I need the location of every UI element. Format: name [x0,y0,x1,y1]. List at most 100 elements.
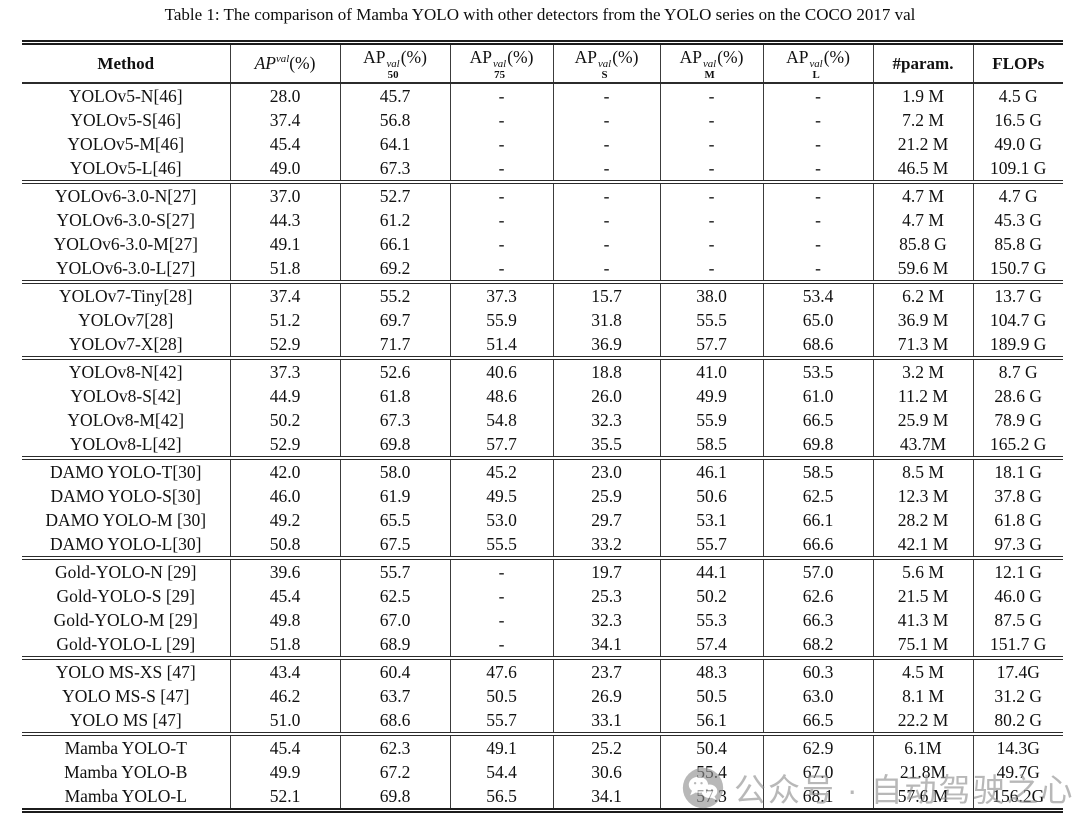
value-cell: 48.3 [659,656,763,684]
method-cell: Mamba YOLO-T [22,732,230,760]
table-row: YOLOv8-L[42] 52.9 69.8 57.7 35.5 58.5 69.8 43.7… [22,432,1063,458]
table-group-5: DAMO YOLO-T[30] 42.0 58.0 45.2 23.0 46.1 58.5 8… [22,456,1063,558]
value-cell: 52.6 [339,356,450,384]
header-ap: APval(%) [229,42,340,84]
value-cell: 46.2 [229,684,340,708]
value-cell: 69.8 [339,432,450,458]
value-cell: 67.2 [339,760,450,784]
method-cell: YOLOv5-L[46] [69,158,182,178]
value-cell: 39.6 [229,556,340,584]
value-cell: - [659,156,763,182]
value-cell: 25.2 [552,732,660,760]
value-cell: - [552,180,660,208]
value-cell: 67.3 [339,156,450,182]
method-cell: DAMO YOLO-M [30] [45,510,207,530]
value-cell: 53.4 [762,280,873,308]
value-cell: 49.2 [229,508,340,532]
value-cell: 4.7 M [872,208,973,232]
value-cell: 49.9 [659,384,763,408]
value-cell: 56.5 [449,784,553,811]
value-cell: 51.0 [229,708,340,734]
value-cell: 78.9 G [972,408,1063,432]
value-cell: 61.2 [339,208,450,232]
value-cell: 57.7 [449,432,553,458]
value-cell: 67.5 [339,532,450,558]
value-cell: 62.6 [762,584,873,608]
value-cell: 33.2 [552,532,660,558]
value-cell: 25.9 M [872,408,973,432]
table-group-8: Mamba YOLO-T 45.4 62.3 49.1 25.2 50.4 62.9 6.1M… [22,732,1063,811]
method-cell: YOLOv5-M[46] [67,134,185,154]
value-cell: 49.9 [229,760,340,784]
value-cell: 61.9 [339,484,450,508]
value-cell: 8.5 M [872,456,973,484]
table-row: YOLOv6-3.0-S[27] 44.3 61.2- - - -4.7 M 45.3 G [22,208,1063,232]
value-cell: - [449,232,553,256]
value-cell: 8.7 G [972,356,1063,384]
value-cell: 57.0 [762,556,873,584]
value-cell: - [659,132,763,156]
table-row: DAMO YOLO-M [30] 49.2 65.5 53.0 29.7 53.1 66.1… [22,508,1063,532]
value-cell: 6.1M [872,732,973,760]
value-cell: - [552,132,660,156]
value-cell: 6.2 M [872,280,973,308]
value-cell: 57.6 M [872,784,973,811]
value-cell: 55.2 [339,280,450,308]
value-cell: - [762,156,873,182]
value-cell: 44.9 [229,384,340,408]
table-row: YOLOv6-3.0-M[27] 49.1 66.1- - - -85.8 G 85.8 G [22,232,1063,256]
value-cell: 85.8 G [972,232,1063,256]
value-cell: 21.8M [872,760,973,784]
value-cell: - [659,180,763,208]
value-cell: 41.3 M [872,608,973,632]
table-row: Gold-YOLO-N [29] 39.6 55.7-19.7 44.1 57.0 5.6… [22,556,1063,584]
value-cell: 58.5 [762,456,873,484]
value-cell: - [449,584,553,608]
table-row: DAMO YOLO-L[30] 50.8 67.5 55.5 33.2 55.7 66.6 4… [22,532,1063,558]
value-cell: 50.2 [229,408,340,432]
value-cell: 11.2 M [872,384,973,408]
value-cell: 49.0 [229,156,340,182]
header-ap50: AP val 50 (%) [339,42,450,84]
value-cell: 55.5 [449,532,553,558]
value-cell: 49.8 [229,608,340,632]
value-cell: 62.9 [762,732,873,760]
value-cell: 54.8 [449,408,553,432]
value-cell: 68.1 [762,784,873,811]
header-apm: AP val M (%) [659,42,763,84]
value-cell: 45.7 [339,83,450,108]
value-cell: 61.0 [762,384,873,408]
table-row: YOLO MS [47] 51.0 68.6 55.7 33.1 56.1 66.5 22.2… [22,708,1063,734]
value-cell: 67.3 [339,408,450,432]
value-cell: - [449,108,553,132]
table-row: YOLOv5-L[46] 49.0 67.3- - - -46.5 M 109.1 G [22,156,1063,182]
value-cell: 37.3 [449,280,553,308]
value-cell: 51.2 [229,308,340,332]
value-cell: - [449,180,553,208]
value-cell: 58.0 [339,456,450,484]
value-cell: 46.1 [659,456,763,484]
value-cell: 4.7 M [872,180,973,208]
value-cell: 7.2 M [872,108,973,132]
value-cell: 48.6 [449,384,553,408]
value-cell: - [552,232,660,256]
value-cell: 36.9 [552,332,660,358]
table-row: DAMO YOLO-S[30] 46.0 61.9 49.5 25.9 50.6 62.5 1… [22,484,1063,508]
value-cell: 68.9 [339,632,450,658]
value-cell: 37.8 G [972,484,1063,508]
value-cell: 68.6 [339,708,450,734]
value-cell: 51.8 [229,632,340,658]
value-cell: 16.5 G [972,108,1063,132]
value-cell: - [762,256,873,282]
table-row: YOLOv5-M[46] 45.4 64.1- - - -21.2 M 49.0 G [22,132,1063,156]
value-cell: 56.1 [659,708,763,734]
table-row: Gold-YOLO-S [29] 45.4 62.5-25.3 50.2 62.6 21.… [22,584,1063,608]
value-cell: 55.7 [449,708,553,734]
value-cell: 37.3 [229,356,340,384]
value-cell: 33.1 [552,708,660,734]
value-cell: 150.7 G [972,256,1063,282]
table-row: YOLOv8-M[42] 50.2 67.3 54.8 32.3 55.9 66.5 25.9… [22,408,1063,432]
value-cell: 68.6 [762,332,873,358]
value-cell: - [762,232,873,256]
table-row: Gold-YOLO-L [29] 51.8 68.9-34.1 57.4 68.2 75.… [22,632,1063,658]
